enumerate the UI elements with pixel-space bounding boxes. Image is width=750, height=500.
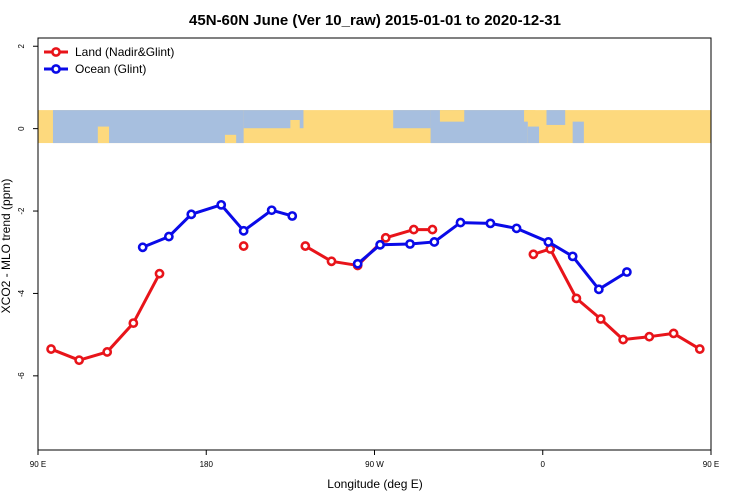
x-tick-label: 90 E: [30, 460, 46, 469]
data-point: [427, 224, 438, 235]
data-point: [571, 293, 582, 304]
data-point: [216, 199, 227, 210]
chart-title: 45N-60N June (Ver 10_raw) 2015-01-01 to …: [189, 12, 561, 29]
map-island-britain: [524, 110, 536, 122]
data-point: [375, 239, 386, 250]
data-point: [380, 232, 391, 243]
data-point: [238, 241, 249, 251]
data-point: [137, 242, 148, 253]
y-axis: 2 0 -2 -4 -6: [17, 43, 38, 379]
data-point: [128, 318, 139, 329]
data-point: [326, 256, 337, 267]
data-point: [593, 284, 604, 295]
data-point: [287, 211, 298, 221]
series-land: [46, 224, 705, 366]
data-point: [74, 355, 85, 366]
data-point: [668, 328, 679, 339]
map-island-labrador: [439, 110, 465, 122]
data-point: [543, 237, 554, 247]
data-point: [429, 237, 440, 247]
legend-label: Land (Nadir&Glint): [75, 45, 174, 59]
data-point: [567, 251, 578, 262]
map-pacific-ocean: [52, 110, 244, 144]
data-point: [528, 249, 539, 260]
legend-label: Ocean (Glint): [75, 62, 146, 76]
data-point: [163, 231, 174, 242]
x-tick-label: 90 E: [703, 460, 719, 469]
data-point: [300, 241, 311, 251]
data-point: [405, 239, 415, 249]
data-point: [46, 344, 56, 354]
data-point: [186, 209, 197, 220]
y-tick-label: 0: [17, 126, 26, 131]
map-baltic-sea: [572, 121, 584, 144]
data-point: [694, 344, 705, 354]
data-point: [595, 314, 606, 324]
data-point: [154, 268, 165, 279]
data-point: [511, 223, 522, 234]
y-tick-label: -6: [17, 372, 26, 380]
legend: Land (Nadir&Glint) Ocean (Glint): [44, 45, 174, 76]
world-map-band: [38, 110, 711, 144]
x-tick-label: 180: [200, 460, 214, 469]
plot-frame: [37, 37, 712, 451]
y-tick-label: -4: [17, 289, 26, 297]
data-point: [102, 347, 113, 357]
data-point: [238, 225, 249, 236]
x-axis-label: Longitude (deg E): [327, 477, 422, 491]
map-hudson-bay: [393, 110, 431, 129]
data-point: [618, 334, 629, 345]
data-point: [266, 205, 277, 216]
series-layer: [46, 199, 705, 366]
x-axis: 90 E 180 90 W 0 90 E: [30, 450, 719, 469]
data-point: [455, 217, 466, 228]
map-north-sea: [546, 110, 566, 125]
legend-swatch-marker: [51, 47, 61, 57]
data-point: [352, 258, 363, 269]
legend-swatch-marker: [51, 64, 61, 74]
x-tick-label: 90 W: [365, 460, 384, 469]
map-island-aleutian: [224, 134, 237, 144]
data-point: [485, 218, 496, 229]
data-point: [621, 267, 632, 277]
y-tick-label: -2: [17, 207, 26, 215]
y-tick-label: 2: [17, 43, 26, 48]
map-gulf-of-alaska: [243, 110, 304, 129]
series-line: [50, 272, 161, 362]
data-point: [644, 331, 655, 342]
series-line: [356, 221, 628, 291]
y-axis-label: XCO2 - MLO trend (ppm): [0, 179, 13, 314]
map-north-sea-west: [527, 126, 540, 144]
series-ocean: [137, 199, 632, 295]
data-point: [408, 224, 419, 235]
x-tick-label: 0: [541, 460, 546, 469]
map-island-sakhalin: [97, 126, 110, 144]
map-island-coastal: [290, 119, 300, 130]
